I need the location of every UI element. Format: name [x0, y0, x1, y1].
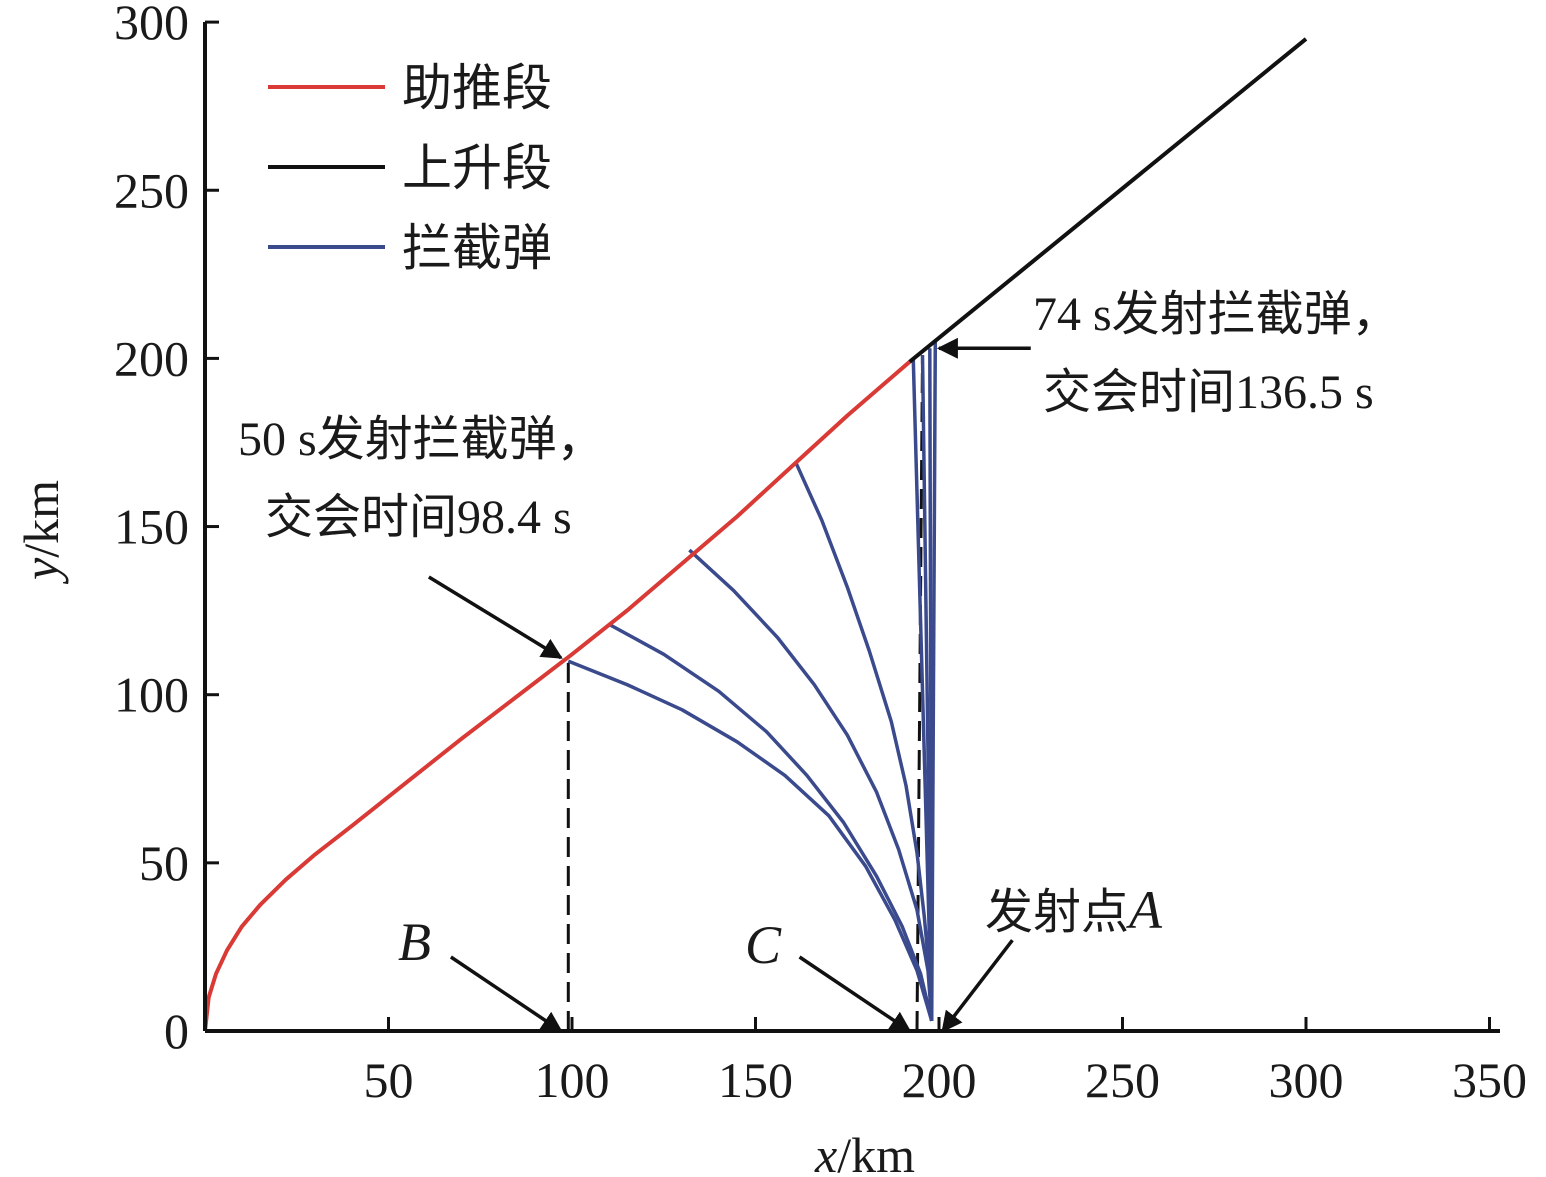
x-tick-label-150: 150: [718, 1052, 793, 1108]
interceptor-trajectory-2: [688, 548, 934, 1022]
arrow-a: [941, 939, 1014, 1033]
x-tick-label-250: 250: [1085, 1052, 1160, 1108]
x-tick-label-100: 100: [535, 1052, 610, 1108]
annotation-50s-line2: 交会时间98.4 s: [265, 491, 572, 544]
y-tick-label-200: 200: [114, 330, 189, 386]
interceptor-trajectory-1: [607, 622, 934, 1022]
interceptor-trajectory-0: [567, 659, 934, 1022]
legend: 助推段 上升段 拦截弹: [268, 59, 552, 277]
legend-label-boost: 助推段: [402, 59, 552, 117]
arrow-c: [798, 955, 912, 1033]
point-label-launch: 发射点A: [985, 880, 1163, 940]
annotation-arrows: [427, 337, 1031, 1033]
arrow-b: [449, 955, 563, 1033]
x-tick-label-300: 300: [1269, 1052, 1344, 1108]
annotation-74s-line2: 交会时间136.5 s: [1043, 366, 1374, 419]
y-tick-label-250: 250: [114, 162, 189, 218]
y-tick-label-0: 0: [164, 1003, 189, 1059]
y-ticks: 0 50 100 150 200 250 300: [114, 0, 219, 1059]
interceptor-trajectory-7: [929, 341, 938, 1021]
point-label-b: B: [398, 912, 431, 972]
series-lines: [203, 37, 1308, 1032]
x-tick-label-50: 50: [364, 1052, 414, 1108]
y-tick-label-50: 50: [139, 835, 189, 891]
annotation-74s-line1: 74 s发射拦截弹，: [1033, 288, 1400, 341]
y-axis-title: y/km: [13, 480, 69, 585]
guide-lines: [566, 354, 924, 1032]
interceptor-trajectories: [567, 341, 938, 1022]
arrow-a50: [427, 575, 563, 660]
y-tick-label-300: 300: [114, 0, 189, 50]
legend-label-ascent: 上升段: [402, 139, 552, 197]
x-ticks: 50 100 150 200 250 300 350: [364, 1017, 1527, 1108]
series-line-boost: [203, 360, 911, 1032]
guide-line-1: [915, 354, 924, 1032]
series-line-ascent: [908, 37, 1308, 364]
y-tick-label-100: 100: [114, 667, 189, 723]
x-axis-title: x/km: [814, 1127, 915, 1177]
annotation-50s-line1: 50 s发射拦截弹，: [238, 413, 605, 466]
x-tick-label-200: 200: [902, 1052, 977, 1108]
x-tick-label-350: 350: [1452, 1052, 1527, 1108]
point-label-c: C: [745, 915, 782, 975]
interceptor-trajectory-3: [794, 461, 934, 1021]
y-tick-label-150: 150: [114, 499, 189, 555]
legend-label-interceptor: 拦截弹: [402, 219, 552, 277]
